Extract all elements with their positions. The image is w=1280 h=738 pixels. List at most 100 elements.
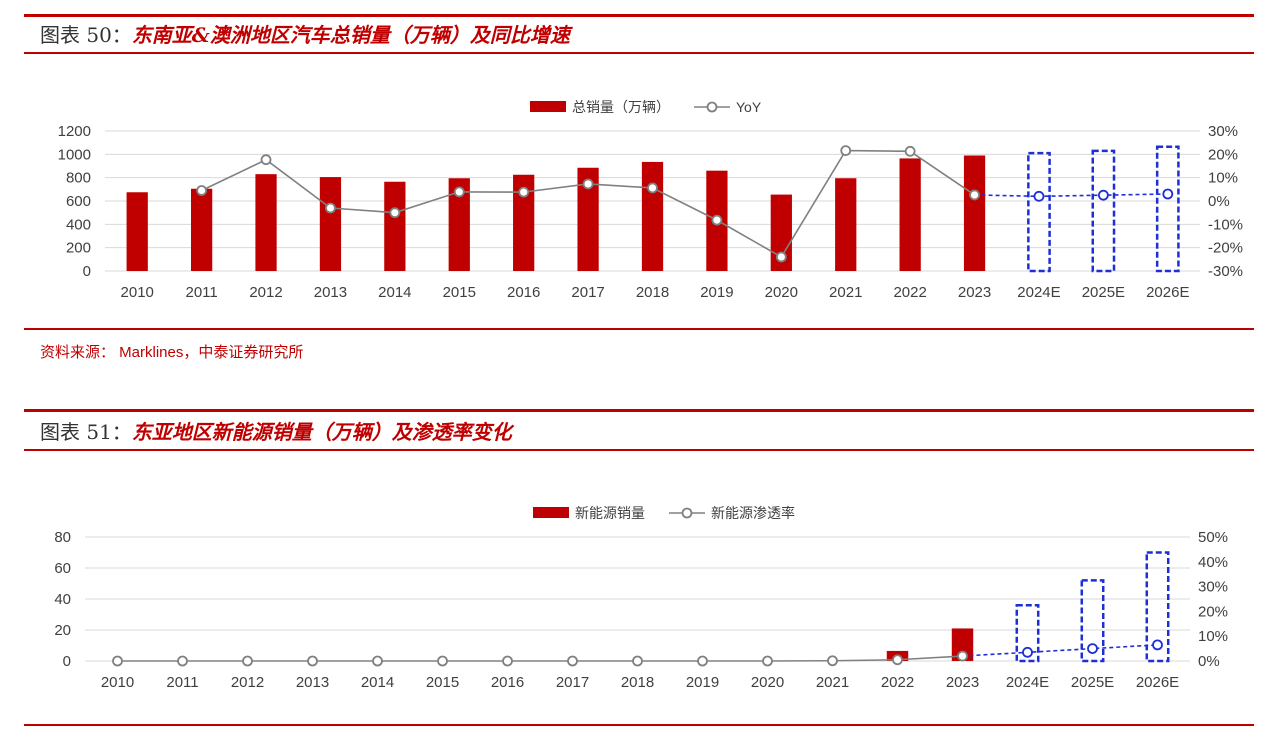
y-left-tick-label: 0 [63, 653, 71, 670]
y-left-tick-label: 200 [66, 240, 91, 257]
estimate-bar-2025E [1091, 149, 1116, 273]
estimate-bar-2025E [1080, 579, 1105, 663]
line-point-2022 [892, 654, 903, 666]
estimate-bar-2024E [1027, 151, 1051, 273]
source-label: 资料来源： [40, 343, 116, 361]
line-point-2014 [389, 207, 401, 219]
figure-name: 东南亚&澳洲地区汽车总销量（万辆）及同比增速 [131, 23, 570, 47]
y-left-tick-label: 1200 [58, 123, 91, 140]
source-rule [24, 328, 1254, 330]
line-point-2020 [775, 251, 787, 263]
line-point-2013 [307, 655, 318, 667]
x-tick-label: 2017 [571, 284, 604, 301]
line-point-2015 [453, 186, 465, 198]
legend-marker-line [681, 507, 693, 519]
x-tick-label: 2020 [765, 284, 798, 301]
source-note: 资料来源： Marklines，中泰证券研究所 [40, 341, 303, 362]
x-tick-label: 2025E [1071, 674, 1114, 691]
y-left-tick-label: 800 [66, 170, 91, 187]
y-right-tick-label: 10% [1198, 628, 1228, 645]
y-right-tick-label: 20% [1198, 603, 1228, 620]
x-tick-label: 2024E [1017, 284, 1060, 301]
y-right-tick-label: 40% [1198, 554, 1228, 571]
x-tick-label: 2020 [751, 674, 784, 691]
series-line-actual [117, 655, 963, 662]
legend-label-line: YoY [736, 99, 762, 115]
legend-marker-line [706, 101, 718, 113]
series-line-estimate [962, 644, 1158, 657]
bar-2017 [577, 167, 599, 271]
line-point-2012 [242, 655, 253, 667]
figure-51-title: 图表 51：东亚地区新能源销量（万辆）及渗透率变化 [40, 416, 512, 445]
x-tick-label: 2013 [296, 674, 329, 691]
title-underline [24, 52, 1254, 54]
y-right-tick-label: 30% [1198, 579, 1228, 596]
line-point-2020 [762, 655, 773, 667]
line-point-2026E [1162, 188, 1174, 200]
line-point-2018 [647, 182, 658, 194]
bar-2014 [384, 181, 406, 271]
y-right-tick-label: 20% [1208, 146, 1238, 163]
legend-label-line: 新能源渗透率 [711, 505, 795, 521]
line-point-2024E [1022, 646, 1033, 658]
y-right-tick-label: -20% [1208, 240, 1243, 257]
bar-2015 [448, 178, 470, 271]
bar-2018 [641, 161, 664, 271]
estimate-bar-2024E [1015, 603, 1040, 663]
x-tick-label: 2011 [166, 674, 198, 691]
x-tick-label: 2018 [636, 284, 669, 301]
source-text: Marklines，中泰证券研究所 [115, 344, 304, 361]
series-line-estimate [974, 193, 1168, 198]
line-point-2017 [567, 655, 578, 667]
x-tick-label: 2012 [231, 674, 264, 691]
bar-2016 [513, 174, 535, 271]
x-tick-label: 2023 [946, 674, 979, 691]
y-left-tick-label: 1000 [58, 146, 91, 163]
nev-penetration-chart: 0 20 40 60 80 0% 10% 20% 30% 40% 50% 2010 2011 2012 20… [54, 505, 1228, 691]
y-left-tick-label: 20 [54, 622, 71, 639]
x-tick-label: 2026E [1146, 284, 1189, 301]
x-tick-label: 2019 [686, 674, 719, 691]
line-point-2019 [697, 655, 708, 667]
title-underline [24, 449, 1254, 451]
bar-2022 [899, 158, 921, 271]
line-point-2015 [437, 655, 448, 667]
legend-label-bar: 新能源销量 [575, 505, 645, 521]
x-tick-label: 2012 [249, 284, 282, 301]
x-tick-label: 2016 [491, 674, 524, 691]
figure-number: 图表 50： [40, 23, 132, 47]
line-point-2017 [582, 178, 594, 190]
line-point-2023 [969, 189, 980, 201]
x-tick-label: 2021 [816, 674, 849, 691]
y-left-tick-label: 80 [54, 529, 71, 546]
y-right-tick-label: 0% [1208, 193, 1230, 210]
line-point-2024E [1033, 190, 1045, 202]
x-tick-label: 2010 [121, 284, 154, 301]
y-left-tick-label: 600 [66, 193, 91, 210]
line-point-2022 [904, 145, 916, 157]
line-point-2025E [1097, 189, 1109, 201]
figure-number: 图表 51： [40, 420, 132, 444]
line-point-2010 [112, 655, 123, 667]
x-tick-label: 2015 [426, 674, 459, 691]
x-tick-label: 2022 [893, 284, 926, 301]
bar-2012 [255, 174, 277, 271]
x-tick-label: 2015 [443, 284, 476, 301]
line-point-2018 [632, 655, 643, 667]
line-point-2016 [502, 655, 513, 667]
y-right-tick-label: -10% [1208, 216, 1243, 233]
y-right-tick-label: 30% [1208, 123, 1238, 140]
y-right-tick-label: 50% [1198, 529, 1228, 546]
estimate-bar-2026E [1155, 145, 1180, 273]
figure-50-title: 图表 50：东南亚&澳洲地区汽车总销量（万辆）及同比增速 [40, 19, 570, 48]
x-tick-label: 2024E [1006, 674, 1049, 691]
x-tick-label: 2025E [1082, 284, 1125, 301]
x-tick-label: 2021 [829, 284, 862, 301]
x-tick-label: 2010 [101, 674, 134, 691]
figure-name: 东亚地区新能源销量（万辆）及渗透率变化 [131, 420, 512, 444]
line-point-2021 [827, 655, 838, 667]
line-point-2014 [372, 655, 383, 667]
bar-2013 [319, 177, 342, 271]
bar-2010 [126, 192, 148, 271]
y-left-tick-label: 400 [66, 216, 91, 233]
